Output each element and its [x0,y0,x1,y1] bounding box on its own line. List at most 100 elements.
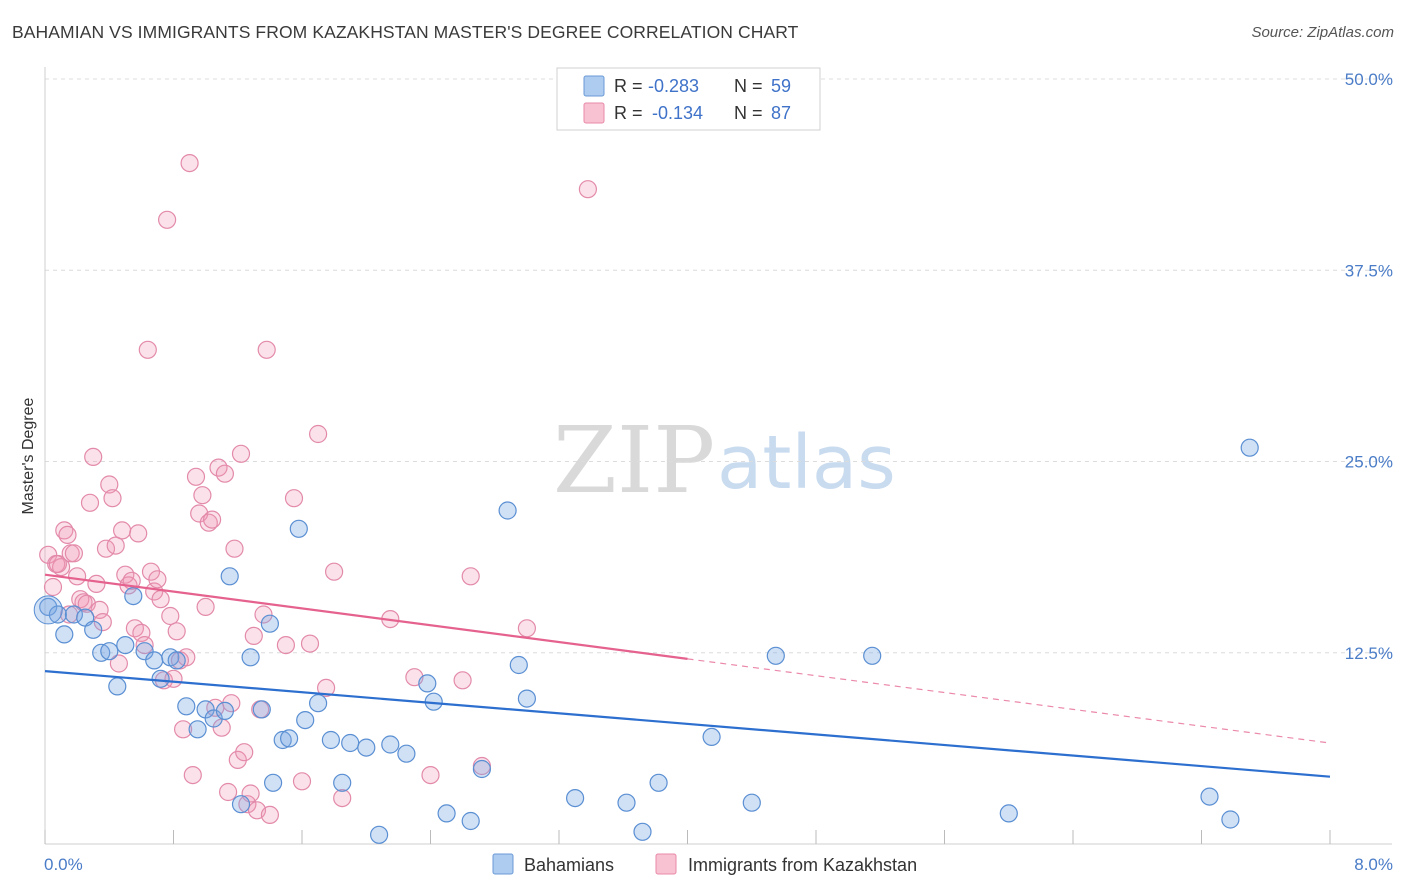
bahamians-point-30 [296,710,315,730]
bahamians-point-15 [167,651,186,670]
bahamians-point-37 [381,735,400,754]
bahamians-point-22 [231,795,251,814]
bahamians-point-11 [135,642,154,661]
bahamians-point-24 [252,700,271,719]
kazakhstan-point-21 [109,654,129,673]
bahamians-point-31 [309,694,328,713]
bahamians-point-29 [289,519,308,538]
bottom-legend-label-bahamians: Bahamians [524,855,614,875]
x-tick-label-1: 8.0% [1354,855,1393,874]
kazakhstan-point-19 [103,489,122,508]
kazakhstan-point-54 [215,464,234,483]
kazakhstan-point-41 [174,720,193,739]
kazakhstan-point-34 [151,590,170,609]
kazakhstan-point-47 [193,486,212,505]
kazakhstan-point-74 [317,678,336,698]
legend-n-value-1: 59 [771,76,791,96]
kazakhstan-point-60 [235,743,254,762]
bahamians-point-45 [509,655,528,675]
bottom-legend-label-kazakhstan: Immigrants from Kazakhstan [688,855,917,875]
bahamians-point-3 [64,605,84,624]
bahamians-point-53 [766,646,785,665]
kazakhstan-point-43 [180,154,199,173]
gridlines [45,78,1392,654]
watermark-zip: ZIP [553,407,715,514]
bahamians-point-25 [260,614,279,633]
series-legend: Bahamians Immigrants from Kazakhstan [492,853,917,875]
bahamians-point-27 [273,730,292,750]
y-tick-label-3: 50.0% [1345,70,1393,89]
y-axis-label: Master's Degree [20,397,37,514]
kazakhstan-point-73 [309,424,328,444]
bahamians-point-44 [498,501,517,520]
kazakhstan-point-49 [199,513,218,532]
trend-lines [44,573,1331,778]
bahamians-point-12 [145,651,164,670]
bahamians-point-41 [437,804,456,823]
tick-labels: 12.5% 25.0% 37.5% 50.0% 0.0% 8.0% [44,70,1393,874]
bahamians-point-51 [702,727,721,747]
legend-swatch-bahamians [583,75,605,97]
bahamians-point-57 [1221,810,1240,829]
kazakhstan-point-33 [148,570,167,589]
bahamians-point-35 [357,738,376,757]
kazakhstan-point-45 [186,467,206,486]
bahamians-point-28 [280,729,299,748]
kazakhstan-point-16 [93,612,112,632]
bahamians-point-20 [215,701,234,721]
axes [44,67,1392,845]
bahamians-point-39 [418,674,437,693]
kazakhstan-point-31 [141,562,161,581]
kazakhstan-point-61 [238,795,257,814]
kazakhstan-point-7 [64,544,84,563]
kazakhstan-point-85 [48,554,68,574]
bahamians-point-42 [461,811,480,831]
kazakhstan-point-55 [219,782,238,802]
trend-line-kazakhstan-extension [687,658,1331,744]
kazakhstan-point-50 [203,510,222,529]
kazakhstan-point-84 [578,180,598,199]
bahamians-point-58 [1240,438,1259,457]
kazakhstan-point-70 [284,489,304,508]
legend-r-value-2: -0.134 [652,103,703,123]
bahamians-point-7 [100,642,119,661]
bahamians-point-26 [264,773,283,792]
bahamians-point-54 [863,646,882,665]
bahamians-point-21 [220,567,239,586]
kazakhstan-point-27 [129,524,148,543]
kazakhstan-point-13 [84,447,103,466]
legend-r-value-1: -0.283 [648,76,699,96]
bahamians-point-17 [188,720,207,739]
bahamians-point-2 [55,625,74,644]
kazakhstan-point-79 [421,765,440,785]
bahamians-point-8 [108,677,127,696]
bahamians-point-36 [370,825,389,844]
kazakhstan-point-66 [254,605,273,624]
bahamians-point-cluster [33,595,63,625]
series-bahamians-points [33,438,1259,844]
legend-n-label-2: N = [734,103,763,123]
correlation-legend: R = -0.283 N = 59 R = -0.134 N = 87 [556,67,821,131]
legend-swatch-kazakhstan [583,102,605,124]
source-credit: Source: ZipAtlas.com [1251,24,1394,41]
kazakhstan-point-18 [100,475,119,494]
kazakhstan-point-29 [135,635,154,655]
bahamians-point-46 [517,689,537,708]
kazakhstan-point-76 [333,788,352,808]
bottom-legend-swatch-bahamians [492,853,514,875]
bahamians-point-13 [151,669,170,688]
y-tick-label-1: 25.0% [1345,453,1393,472]
x-tick-label-0: 0.0% [44,855,83,874]
bahamians-point-0 [39,597,58,617]
bahamians-point-5 [84,620,103,639]
kazakhstan-point-80 [453,671,472,690]
kazakhstan-point-71 [292,772,312,791]
bahamians-point-23 [241,648,260,667]
kazakhstan-point-81 [461,567,480,586]
kazakhstan-point-5 [58,525,77,545]
chart-title: BAHAMIAN VS IMMIGRANTS FROM KAZAKHSTAN M… [12,22,799,42]
bahamians-point-50 [649,773,668,792]
legend-r-label-1: R = [614,76,643,96]
kazakhstan-point-22 [112,521,132,540]
